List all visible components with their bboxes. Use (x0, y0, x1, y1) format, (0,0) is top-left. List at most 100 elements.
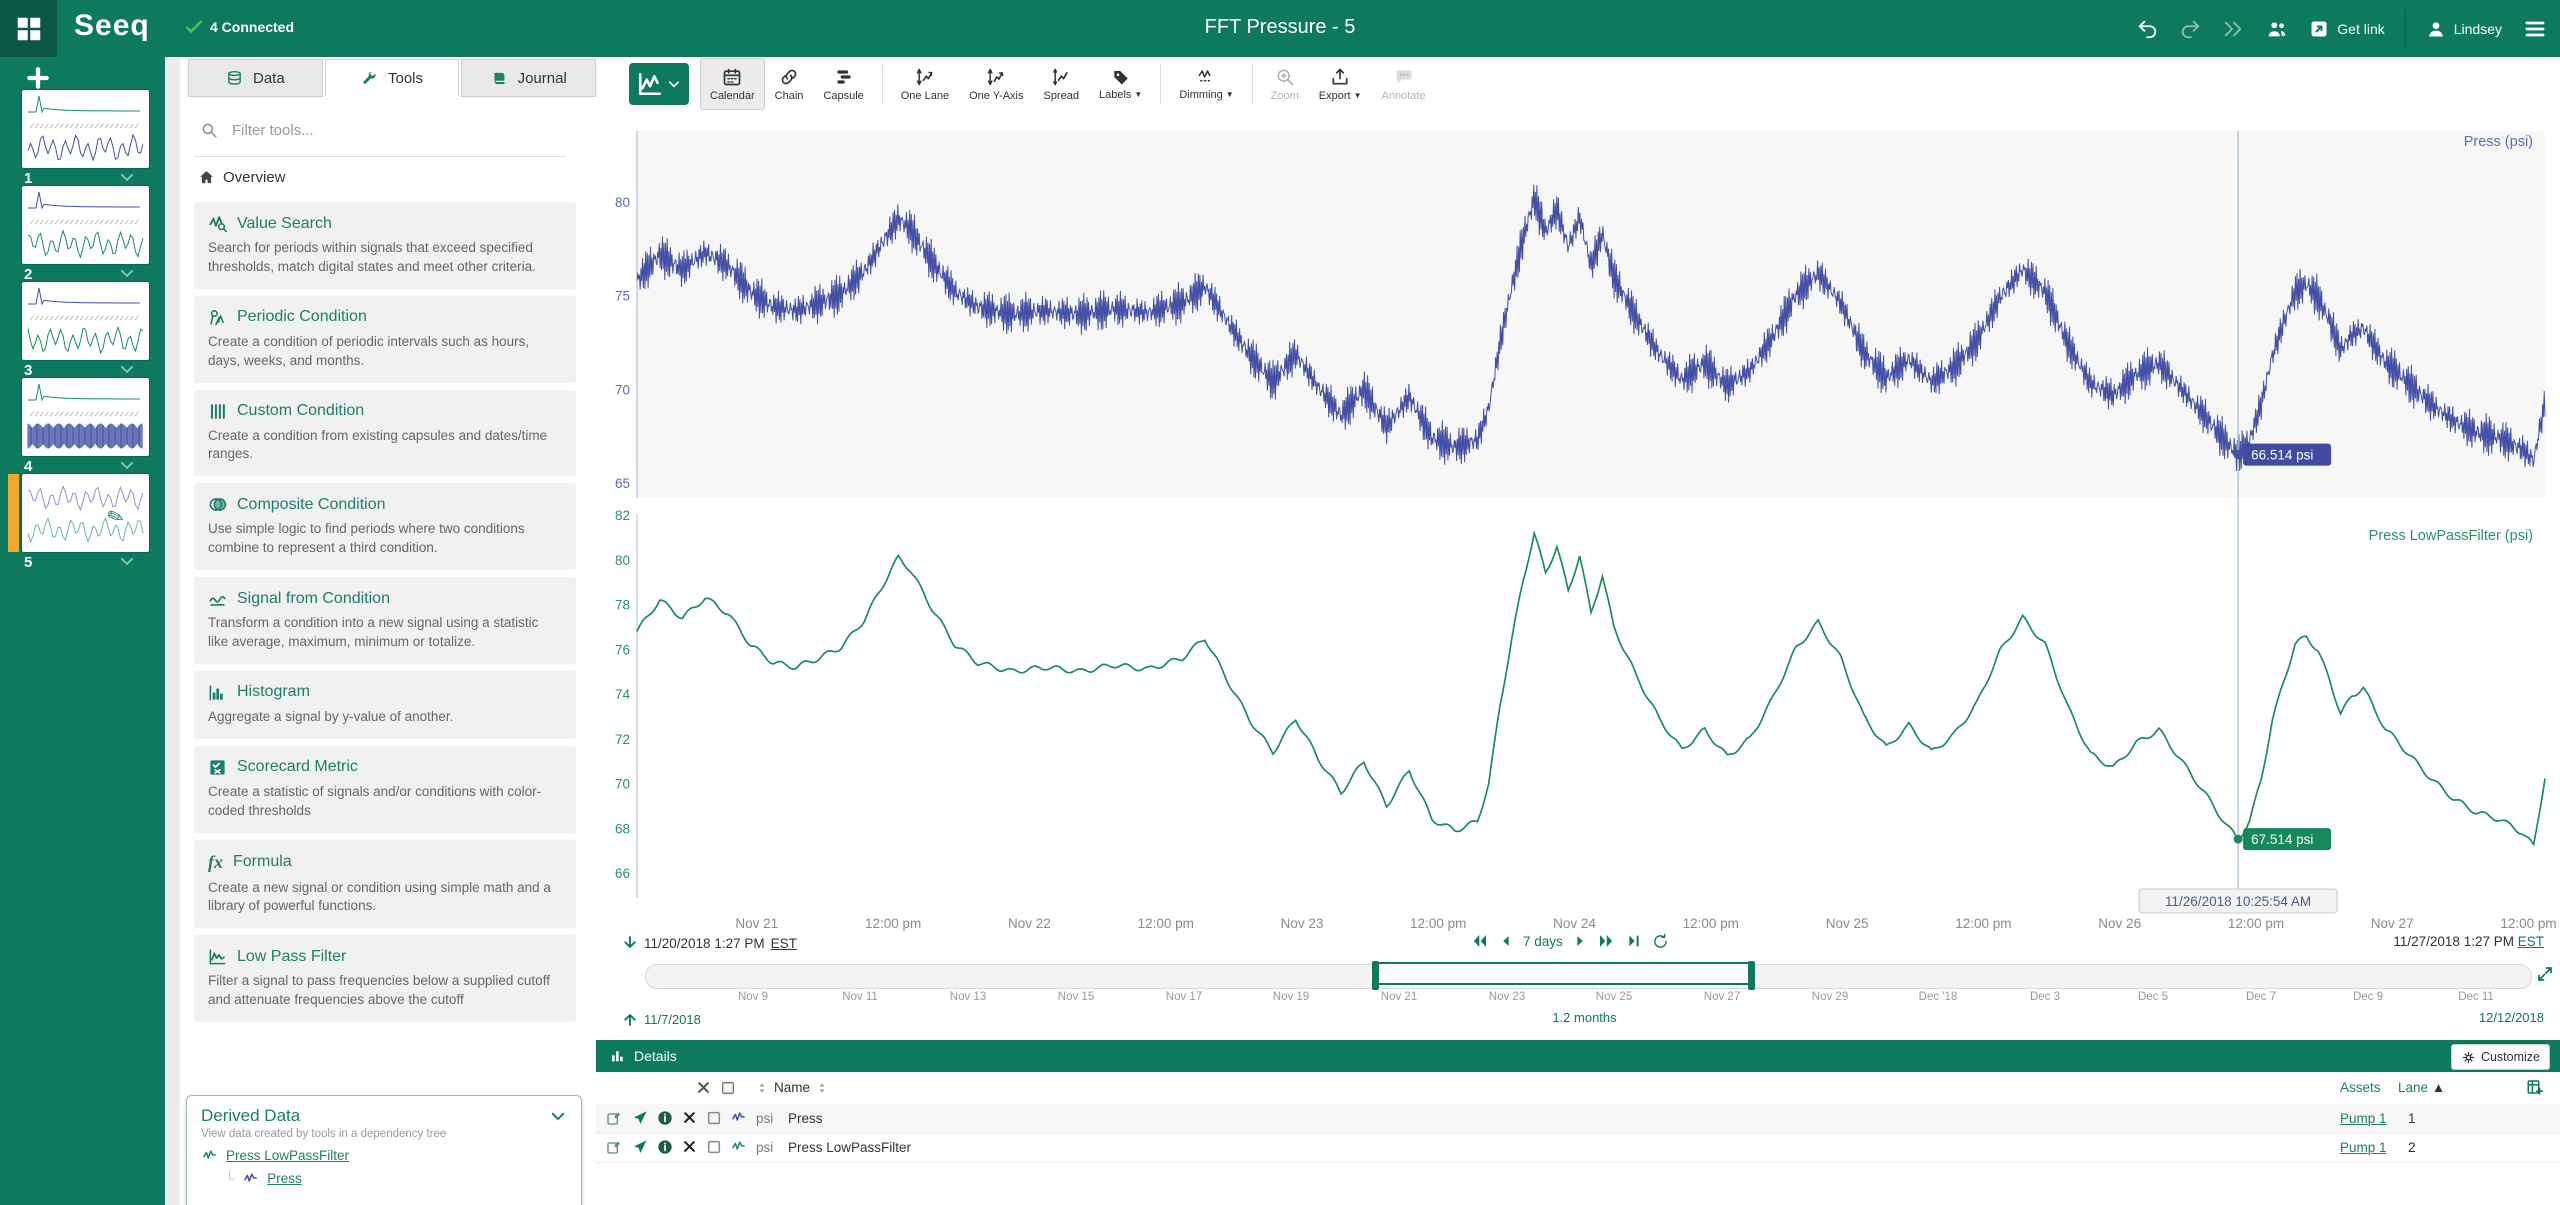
tab-journal[interactable]: Journal (461, 59, 597, 97)
worksheet-thumbnail-4[interactable] (22, 378, 149, 456)
share-users-button[interactable] (2265, 18, 2289, 40)
low-pass-filter-icon (208, 947, 227, 966)
tool-card-custom-condition[interactable]: Custom Condition Create a condition from … (194, 389, 576, 477)
add-column-icon[interactable] (2526, 1078, 2544, 1096)
select-all-checkbox[interactable] (720, 1080, 736, 1096)
one-y-axis-button[interactable]: One Y-Axis (959, 58, 1033, 110)
info-icon[interactable] (657, 1110, 673, 1126)
sort-icon[interactable] (816, 1081, 828, 1095)
tool-name: Scorecard Metric (237, 758, 358, 776)
row-asset-link[interactable]: Pump 1 (2340, 1140, 2387, 1155)
row-name[interactable]: Press LowPassFilter (788, 1140, 912, 1155)
tab-data[interactable]: Data (188, 59, 323, 97)
redo-button[interactable] (2179, 18, 2201, 40)
timeline-start[interactable]: 11/7/2018 (622, 1010, 701, 1028)
customize-button[interactable]: Customize (2450, 1044, 2550, 1070)
view-mode-dropdown[interactable] (629, 63, 689, 105)
timeline-selection[interactable] (1372, 961, 1755, 990)
chevron-down-icon[interactable] (549, 1107, 567, 1125)
column-assets[interactable]: Assets (2340, 1080, 2381, 1095)
step-to-end-button[interactable] (1626, 932, 1642, 950)
user-menu[interactable]: Lindsey (2426, 19, 2502, 39)
spread-button[interactable]: Spread (1034, 58, 1089, 110)
column-lane[interactable]: Lane ▲ (2398, 1080, 2446, 1095)
calendar-button[interactable]: Calendar (700, 58, 765, 110)
header-divider (2404, 8, 2406, 49)
filter-tools-input[interactable] (230, 120, 534, 140)
worksheet-thumbnail-3[interactable] (22, 282, 149, 360)
timeline-expand-icon[interactable] (2536, 965, 2554, 983)
worksheet-thumbnail-1[interactable] (22, 90, 149, 168)
worksheet-menu-chevron[interactable] (118, 552, 142, 570)
info-icon[interactable] (657, 1139, 673, 1155)
worksheet-menu-chevron[interactable] (118, 360, 142, 378)
tab-tools[interactable]: Tools (324, 59, 460, 97)
worksheet-thumbnail-5[interactable]: ✎ (22, 474, 149, 552)
tool-card-value-search[interactable]: Value Search Search for periods within si… (194, 202, 576, 289)
dimming-button[interactable]: Dimming ▼ (1169, 58, 1243, 110)
undo-button[interactable] (2137, 18, 2159, 40)
tool-card-composite-condition[interactable]: Composite Condition Use simple logic to f… (194, 483, 576, 571)
row-checkbox[interactable] (706, 1139, 722, 1155)
hamburger-menu-button[interactable] (2522, 17, 2548, 41)
tab-tools-label: Tools (387, 69, 424, 87)
timeline-handle-left[interactable] (1372, 961, 1379, 990)
worksheet-menu-chevron[interactable] (118, 456, 142, 474)
column-name[interactable]: Name (774, 1080, 811, 1095)
press-lowpassfilter-series (636, 530, 2546, 847)
one-lane-button[interactable]: One Lane (891, 58, 959, 110)
svg-text:12:00 pm: 12:00 pm (1138, 916, 1194, 931)
range-end-tz[interactable]: EST (2517, 934, 2544, 949)
tool-card-low-pass-filter[interactable]: Low Pass Filter Filter a signal to pass f… (194, 935, 576, 1023)
fast-forward-button[interactable] (2221, 18, 2245, 40)
edit-icon[interactable] (606, 1110, 622, 1126)
remove-all-icon[interactable] (696, 1080, 711, 1095)
remove-icon[interactable] (682, 1139, 697, 1154)
worksheet-thumbnail-2[interactable] (22, 186, 149, 264)
send-icon[interactable] (632, 1139, 648, 1155)
export-button[interactable]: Export ▼ (1309, 58, 1372, 110)
tool-card-scorecard-metric[interactable]: Scorecard Metric Create a statistic of si… (194, 745, 576, 833)
row-asset-link[interactable]: Pump 1 (2340, 1111, 2387, 1126)
worksheet-menu-chevron[interactable] (118, 264, 142, 282)
remove-icon[interactable] (682, 1110, 697, 1125)
step-forward-button[interactable] (1573, 932, 1586, 950)
edit-icon[interactable] (606, 1139, 622, 1155)
derived-item-link[interactable]: Press (267, 1171, 302, 1186)
tool-card-signal-from-condition[interactable]: Signal from Condition Transform a conditi… (194, 577, 576, 664)
worksheet-title[interactable]: FFT Pressure - 5 (1204, 16, 1356, 38)
timeline-handle-right[interactable] (1748, 961, 1755, 990)
worksheet-menu-chevron[interactable] (118, 168, 142, 186)
overview-link[interactable]: Overview (198, 169, 286, 186)
range-start-tz[interactable]: EST (770, 935, 797, 951)
timeline-end-label[interactable]: 12/12/2018 (2478, 1010, 2544, 1025)
derived-data-panel: Derived Data View data created by tools … (186, 1095, 582, 1205)
step-back-button[interactable] (1500, 932, 1513, 950)
labels-button[interactable]: Labels ▼ (1089, 58, 1152, 110)
capsule-button[interactable]: Capsule (813, 58, 873, 110)
app-grid-button[interactable] (0, 0, 57, 57)
chain-button[interactable]: Chain (765, 58, 814, 110)
trend-chart[interactable]: 80 75 70 65 82 80 78 76 74 72 70 68 66 Nov 21 12:00 pm… (596, 110, 2560, 955)
tool-card-histogram[interactable]: Histogram Aggregate a signal by y-value o… (194, 670, 576, 739)
send-icon[interactable] (632, 1110, 648, 1126)
refresh-button[interactable] (1652, 933, 1669, 950)
range-end[interactable]: 11/27/2018 1:27 PM EST (2393, 934, 2544, 949)
tool-name: Value Search (237, 214, 332, 232)
tool-card-formula[interactable]: fx Formula Create a new signal or conditio… (194, 839, 576, 929)
get-link-button[interactable]: Get link (2309, 19, 2385, 39)
signal-icon (730, 1110, 747, 1125)
sort-icon[interactable] (756, 1081, 768, 1095)
tool-card-periodic-condition[interactable]: Periodic Condition Create a condition of … (194, 295, 576, 383)
step-back-fast-button[interactable] (1470, 932, 1490, 950)
add-worksheet-button[interactable] (25, 65, 51, 91)
range-start[interactable]: 11/20/2018 1:27 PM EST (622, 934, 797, 952)
row-name[interactable]: Press (788, 1111, 823, 1126)
derived-item-link[interactable]: Press LowPassFilter (226, 1148, 350, 1163)
capsule-icon (834, 67, 854, 87)
range-duration-label[interactable]: 7 days (1523, 933, 1563, 949)
connection-status[interactable]: 4 Connected (185, 18, 294, 36)
step-forward-fast-button[interactable] (1596, 932, 1616, 950)
row-checkbox[interactable] (706, 1110, 722, 1126)
seeq-logo[interactable]: Seeq (74, 9, 150, 42)
